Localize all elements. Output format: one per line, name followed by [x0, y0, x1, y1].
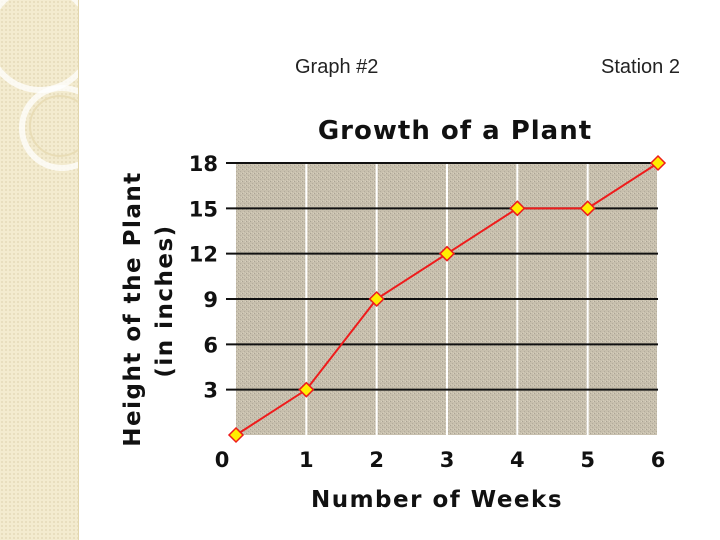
y-tick-label: 9 — [203, 288, 218, 312]
data-point-marker — [509, 200, 526, 217]
data-point-marker — [368, 290, 385, 308]
y-axis-subtitle: (in inches) — [152, 224, 178, 377]
y-axis-title: Height of the Plant — [120, 171, 146, 447]
x-tick-label: 6 — [651, 448, 666, 472]
data-point-marker — [649, 154, 667, 172]
data-point-marker — [298, 381, 315, 398]
decorative-circles — [0, 0, 78, 171]
y-tick-label: 15 — [189, 197, 218, 221]
x-tick-label: 4 — [510, 448, 525, 472]
graph-number-label: Graph #2 — [295, 56, 379, 78]
x-tick-label: 0 — [215, 448, 230, 472]
y-tick-label: 6 — [203, 333, 218, 357]
x-tick-label: 3 — [440, 448, 455, 472]
x-tick-label: 5 — [580, 448, 595, 472]
data-point-marker — [227, 426, 245, 444]
x-tick-label: 1 — [299, 448, 314, 472]
chart-title: Growth of a Plant — [318, 116, 592, 146]
y-tick-label: 12 — [189, 243, 218, 267]
data-point-marker — [438, 245, 456, 262]
station-label: Station 2 — [601, 56, 680, 78]
y-tick-label: 3 — [203, 379, 218, 403]
decorative-sidebar — [0, 0, 79, 540]
x-axis-title: Number of Weeks — [311, 487, 563, 513]
data-point-marker — [579, 200, 596, 217]
x-tick-label: 2 — [369, 448, 384, 472]
y-tick-label: 18 — [189, 152, 218, 176]
